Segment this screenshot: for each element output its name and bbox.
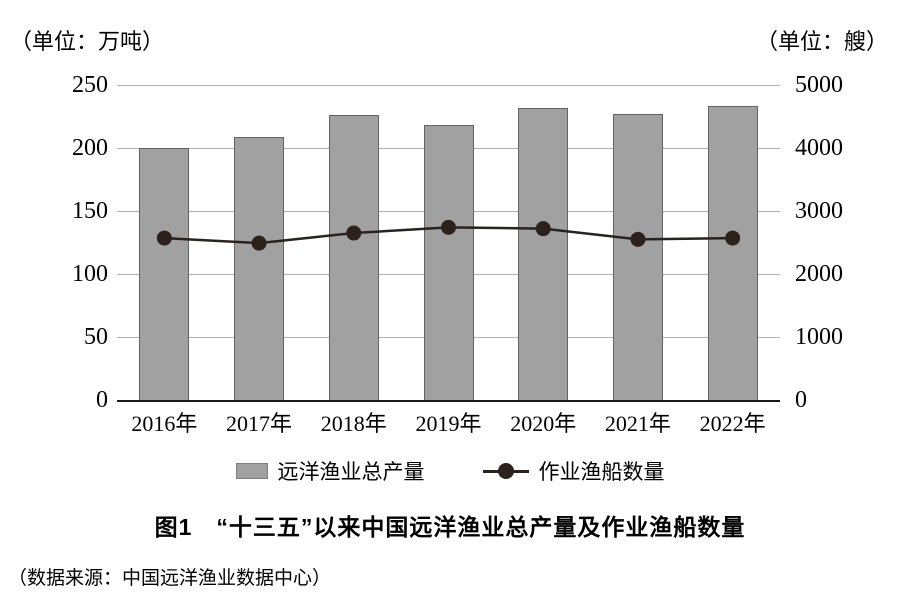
bar-swatch-icon bbox=[235, 463, 268, 479]
x-label-2020年: 2020年 bbox=[510, 411, 577, 436]
right-tick-3000: 3000 bbox=[795, 198, 843, 224]
bar-2016年 bbox=[139, 148, 190, 400]
bar-2021年 bbox=[612, 113, 663, 400]
legend-label-production: 远洋渔业总产量 bbox=[277, 460, 425, 484]
left-tick-250: 250 bbox=[72, 72, 108, 98]
line-marker-icon bbox=[482, 463, 529, 479]
x-label-2021年: 2021年 bbox=[604, 411, 671, 436]
bar-2020年 bbox=[518, 107, 569, 400]
x-label-2022年: 2022年 bbox=[699, 411, 766, 436]
bar-2018年 bbox=[328, 115, 379, 400]
line-dot-icon bbox=[497, 463, 514, 479]
left-tick-150: 150 bbox=[72, 198, 108, 224]
x-label-2016年: 2016年 bbox=[131, 411, 198, 436]
right-tick-2000: 2000 bbox=[795, 261, 843, 287]
left-tick-50: 50 bbox=[84, 324, 108, 350]
right-tick-1000: 1000 bbox=[795, 324, 843, 350]
right-tick-5000: 5000 bbox=[795, 72, 843, 98]
data-source-note: （数据来源：中国远洋渔业数据中心） bbox=[8, 568, 332, 589]
left-tick-0: 0 bbox=[96, 387, 108, 413]
legend-item-vessels: 作业渔船数量 bbox=[482, 456, 665, 486]
left-tick-100: 100 bbox=[72, 261, 108, 287]
legend-item-production: 远洋渔业总产量 bbox=[235, 456, 425, 486]
gridline bbox=[117, 85, 780, 86]
legend-label-vessels: 作业渔船数量 bbox=[538, 460, 665, 484]
x-label-2017年: 2017年 bbox=[226, 411, 293, 436]
x-label-2018年: 2018年 bbox=[320, 411, 387, 436]
right-tick-4000: 4000 bbox=[795, 135, 843, 161]
plot-area bbox=[117, 85, 780, 402]
left-axis-unit-label: （单位：万吨） bbox=[10, 29, 165, 54]
x-label-2019年: 2019年 bbox=[415, 411, 482, 436]
bar-2017年 bbox=[234, 136, 285, 400]
chart-legend: 远洋渔业总产量 作业渔船数量 bbox=[0, 456, 900, 486]
right-tick-0: 0 bbox=[795, 387, 807, 413]
figure-title: 图1 “十三五”以来中国远洋渔业总产量及作业渔船数量 bbox=[154, 514, 746, 540]
right-axis-unit-label: （单位：艘） bbox=[755, 29, 888, 54]
left-tick-200: 200 bbox=[72, 135, 108, 161]
bar-2022年 bbox=[707, 106, 758, 400]
bar-2019年 bbox=[423, 125, 474, 400]
